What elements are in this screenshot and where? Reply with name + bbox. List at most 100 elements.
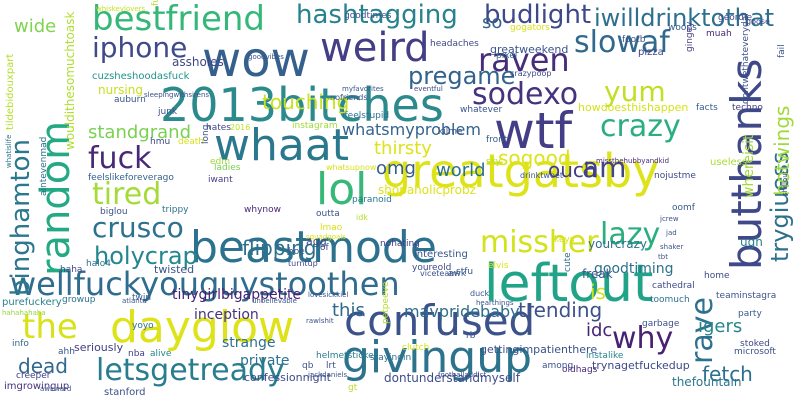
cloud-word: confessionnight (244, 371, 331, 384)
cloud-word: the (22, 307, 78, 347)
cloud-word: whatislife (5, 134, 13, 168)
cloud-word: fuck (88, 141, 152, 176)
cloud-word: unbelievable (252, 297, 297, 305)
cloud-word: biglou (100, 207, 128, 217)
cloud-word: crazy (600, 109, 681, 144)
cloud-word: viceteam (420, 269, 458, 278)
cloud-word: hoe (288, 247, 305, 257)
cloud-word: thefountain (672, 375, 742, 389)
cloud-word: inception (194, 307, 259, 323)
cloud-word: qb (302, 361, 314, 371)
cloud-word: mavpridebaby (404, 302, 520, 321)
cloud-word: whaat (214, 120, 350, 171)
cloud-word: geordie (718, 13, 753, 23)
cloud-word: microsoft (734, 347, 776, 357)
cloud-word: raven (478, 41, 570, 79)
cloud-word: wow (202, 32, 310, 88)
cloud-word: whatsmyproblem (342, 120, 481, 139)
cloud-word: holycrap (94, 242, 198, 270)
cloud-word: sogood (498, 146, 571, 170)
cloud-word: letsgetready (96, 353, 285, 388)
cloud-word: ugh (740, 235, 763, 249)
cloud-word: wellfuckyouguystoothen (10, 265, 400, 303)
cloud-word: footballaddict (438, 371, 487, 379)
cloud-word: cathedral (652, 281, 695, 291)
cloud-word: petpeeve (381, 281, 391, 324)
cloud-word: twisted (154, 263, 195, 276)
cloud-word: private (240, 353, 290, 369)
cloud-word: iphone (92, 31, 188, 64)
cloud-word: slowaf (574, 25, 670, 60)
cloud-word: youreold (412, 263, 452, 273)
cloud-word: alive (150, 349, 172, 359)
cloud-word: greatgatsby (382, 144, 660, 198)
cloud-word: howdoesthishappen (578, 101, 689, 114)
cloud-word: tildebidouxpart (5, 53, 16, 130)
cloud-word: aintevenmad (39, 136, 49, 196)
cloud-word: leftout (484, 254, 654, 314)
cloud-word: stanford (104, 387, 146, 398)
cloud-word: junk (158, 107, 178, 117)
cloud-word: long (201, 124, 211, 144)
cloud-word: dontunderstandmyself (384, 371, 520, 385)
cloud-word: trynagetfuckedup (592, 359, 690, 372)
cloud-word: halo4 (86, 259, 111, 269)
cloud-word: cuzsheshoodasfuck (92, 71, 190, 82)
cloud-word: hahahahaha (2, 309, 46, 317)
cloud-word: outta (316, 209, 340, 219)
cloud-word: wouldithesomuchtoask (63, 11, 77, 150)
cloud-word: goodtiming (594, 261, 674, 277)
cloud-word: touching (262, 90, 350, 114)
cloud-word: pizza (638, 47, 664, 58)
cloud-word: wtf (494, 102, 573, 160)
cloud-word: lol (316, 164, 368, 215)
cloud-word: elvis (488, 261, 509, 271)
cloud-word: garbage (642, 319, 680, 329)
cloud-word: wide (14, 16, 57, 37)
cloud-word: freak (582, 267, 613, 281)
cloud-word: igers (698, 316, 743, 337)
cloud-word: instalike (586, 351, 624, 361)
cloud-word: myfavorites (342, 85, 384, 93)
cloud-word: hearthings (476, 299, 514, 307)
cloud-word: edm (210, 157, 231, 167)
cloud-word: so (482, 12, 503, 33)
cloud-word: creeper (16, 371, 51, 381)
cloud-word: squadgoals (306, 233, 346, 241)
cloud-word: gingey (685, 21, 695, 53)
cloud-word: toomuch (650, 295, 690, 305)
cloud-word: fail (777, 44, 787, 58)
cloud-word: atlanta (122, 297, 147, 305)
cloud-word: twin (132, 293, 152, 303)
cloud-word: whynow (244, 205, 281, 215)
cloud-word: yourcrazy (588, 237, 648, 251)
cloud-word: goodtimes (344, 11, 392, 21)
cloud-word: why (612, 321, 674, 356)
cloud-word: gettingimpatienthere (480, 343, 598, 356)
cloud-word: auburn (114, 95, 146, 105)
cloud-word: dontwethateverydai (741, 13, 751, 104)
cloud-word: idc (586, 320, 613, 341)
cloud-word: idk (356, 213, 368, 222)
cloud-word: tired (92, 177, 162, 212)
cloud-word: paranoid (352, 195, 392, 205)
cloud-word: info (12, 339, 29, 349)
cloud-word: jcrew (660, 215, 679, 223)
cloud-word: whiskeylovers (96, 5, 146, 13)
cloud-word: nofriends (330, 93, 368, 102)
cloud-word: front (486, 135, 508, 145)
cloud-word: cute (563, 252, 573, 272)
cloud-word: weird (320, 25, 430, 71)
cloud-word: jackdaniels (308, 371, 348, 379)
cloud-word: useless (710, 157, 748, 168)
cloud-word: party (738, 309, 762, 319)
cloud-word: drinktweet (520, 171, 563, 180)
cloud-word: agg (306, 235, 327, 248)
cloud-word: dayglow (110, 302, 294, 353)
cloud-word: haha (60, 265, 83, 275)
cloud-word: confused (344, 296, 536, 345)
cloud-word: iwilldrinktothat (594, 4, 775, 32)
cloud-word: eventful (414, 85, 443, 93)
cloud-word: flipping (242, 236, 317, 260)
